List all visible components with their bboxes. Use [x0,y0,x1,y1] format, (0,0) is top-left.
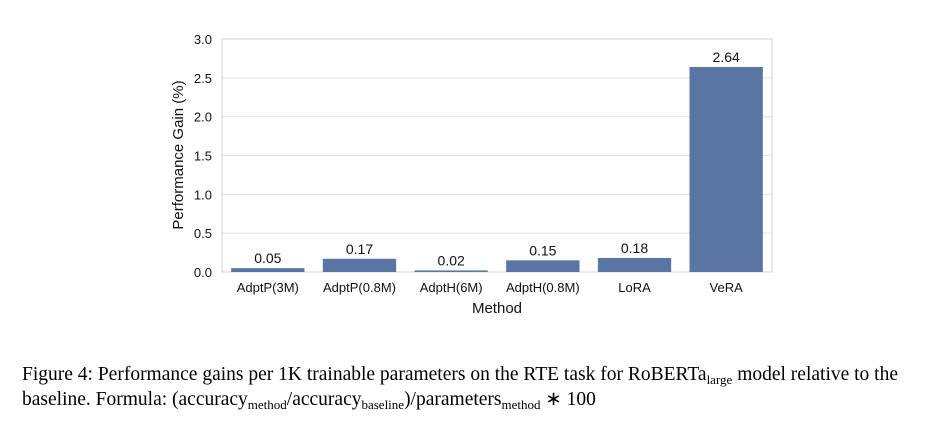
x-tick-label: AdptP(3M) [237,280,299,295]
data-label: 0.15 [529,242,556,258]
plot-frame [221,38,773,273]
caption-text: )/parameters [404,389,502,410]
caption-subscript: baseline [361,397,405,412]
x-axis-title: Method [472,300,522,317]
y-tick-label: 2.5 [194,71,212,86]
data-label: 2.64 [713,49,740,65]
figure-caption: Figure 4: Performance gains per 1K train… [22,362,927,412]
data-label: 0.02 [438,252,465,268]
caption-subscript: large [706,372,733,387]
data-label: 0.17 [346,241,373,257]
y-axis-ticks: 0.0 0.5 1.0 1.5 2.0 2.5 3.0 [194,32,212,280]
caption-text: ∗ 100 [540,389,596,410]
bar-chart: 0.05 0.17 0.02 0.15 0.18 2.64 0.0 0.5 1.0 1.5 2.0… [170,32,773,317]
x-tick-label: AdptH(0.8M) [506,280,580,295]
data-label: 0.05 [254,250,281,266]
y-tick-label: 0.0 [194,265,212,280]
caption-text: Figure 4: Performance gains per 1K train… [22,364,707,385]
bars [231,66,763,273]
x-tick-label: AdptH(6M) [420,280,483,295]
x-tick-label: AdptP(0.8M) [323,280,396,295]
x-axis-ticks: AdptP(3M) AdptP(0.8M) AdptH(6M) AdptH(0.8M)… [237,280,743,295]
y-tick-label: 0.5 [194,226,212,241]
bar [414,270,488,272]
bar [231,268,305,272]
x-tick-label: VeRA [710,280,744,295]
data-labels: 0.05 0.17 0.02 0.15 0.18 2.64 [254,49,740,268]
y-tick-label: 1.0 [194,187,212,202]
y-tick-label: 3.0 [194,32,212,47]
bar [322,258,397,272]
bar [506,260,580,272]
caption-text: model relative to the baseline. Formula:… [22,364,899,410]
x-tick-label: LoRA [618,280,651,295]
y-axis-title: Performance Gain (%) [170,80,187,229]
caption-subscript: method [501,397,541,412]
caption-text: /accuracy [286,389,362,410]
plot-border [221,38,773,273]
y-tick-label: 1.5 [194,149,212,164]
caption-subscript: method [247,397,287,412]
bar [597,258,672,272]
bar [689,66,763,273]
y-tick-label: 2.0 [194,110,212,125]
data-label: 0.18 [621,240,648,256]
